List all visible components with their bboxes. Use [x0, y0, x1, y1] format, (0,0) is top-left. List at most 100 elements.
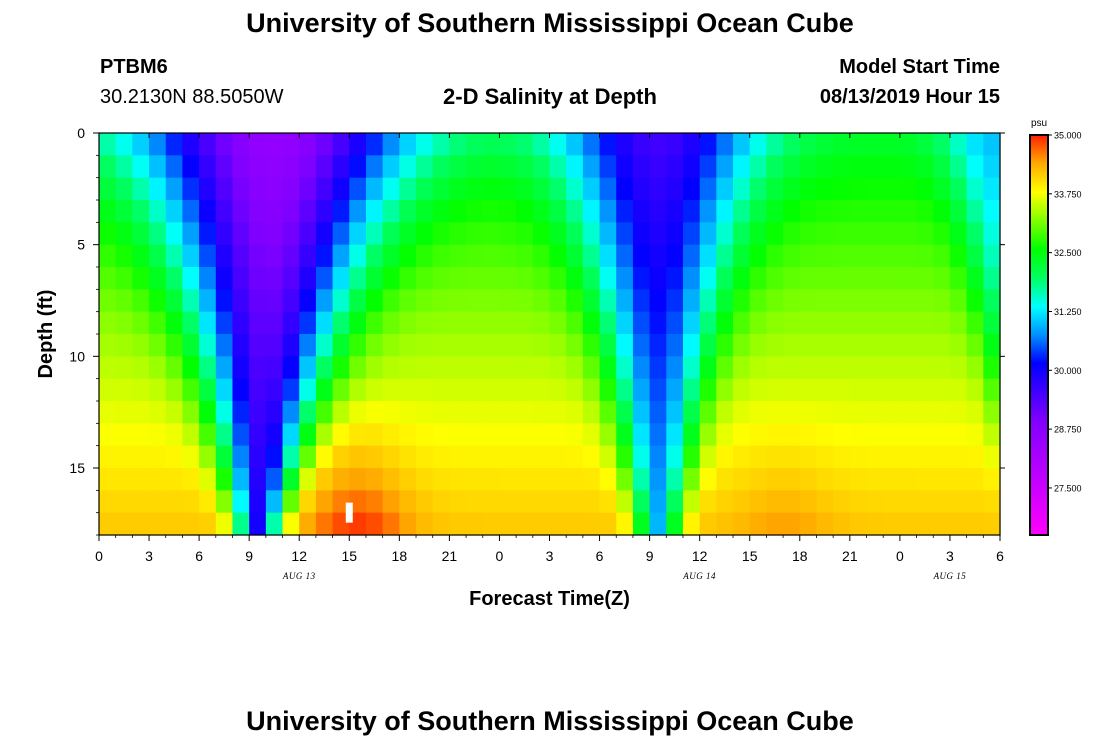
heatmap-cell [632, 468, 651, 491]
heatmap-cell [416, 267, 434, 290]
heatmap-cell [733, 490, 751, 514]
heatmap-cell [949, 267, 968, 290]
heatmap-cell [682, 512, 701, 536]
heatmap-cell [432, 133, 450, 156]
heatmap-cell [349, 133, 367, 156]
heatmap-cell [899, 222, 918, 246]
heatmap-cell [549, 490, 567, 514]
heatmap-cell [132, 512, 150, 536]
heatmap-cell [816, 267, 834, 290]
heatmap-cell [616, 200, 634, 223]
heatmap-cell [933, 222, 951, 246]
heatmap-cell [382, 155, 400, 179]
heatmap-cell [382, 222, 400, 246]
heatmap-cell [899, 155, 918, 179]
heatmap-cell [349, 445, 367, 469]
heatmap-cell [482, 244, 501, 268]
heatmap-cell [516, 512, 534, 536]
heatmap-cell [365, 155, 384, 179]
heatmap-cell [499, 133, 517, 156]
heatmap-cell [749, 311, 768, 335]
heatmap-cell [182, 200, 200, 223]
heatmap-cell [716, 490, 734, 514]
heatmap-cell [916, 334, 934, 357]
x-tick-label: 15 [341, 548, 357, 564]
heatmap-cell [516, 177, 534, 201]
heatmap-cell [566, 267, 584, 290]
heatmap-cell [716, 155, 734, 179]
heatmap-cell [599, 289, 617, 313]
heatmap-cell [816, 289, 834, 313]
heatmap-cell [599, 401, 617, 424]
heatmap-cell [649, 468, 667, 491]
heatmap-cell [699, 222, 717, 246]
heatmap-cell [232, 133, 250, 156]
heatmap-cell [566, 468, 584, 491]
heatmap-cell [933, 401, 951, 424]
heatmap-cell [632, 401, 651, 424]
heatmap-cell [466, 512, 484, 536]
heatmap-cell [616, 177, 634, 201]
heatmap-cell [249, 334, 267, 357]
heatmap-cell [833, 401, 851, 424]
heatmap-cell [499, 177, 517, 201]
heatmap-cell [766, 155, 784, 179]
heatmap-cell [416, 468, 434, 491]
heatmap-cell [365, 200, 384, 223]
heatmap-cell [499, 200, 517, 223]
heatmap-cell [215, 378, 234, 402]
heatmap-cell [349, 401, 367, 424]
heatmap-cell [332, 289, 350, 313]
heatmap-cell [482, 334, 501, 357]
heatmap-cell [299, 401, 317, 424]
heatmap-cell [382, 177, 400, 201]
heatmap-cell [582, 512, 601, 536]
heatmap-cell [566, 222, 584, 246]
heatmap-cell [949, 133, 968, 156]
heatmap-cell [199, 289, 217, 313]
heatmap-cell [466, 177, 484, 201]
heatmap-cell [716, 200, 734, 223]
heatmap-cell [482, 177, 501, 201]
heatmap-cell [349, 423, 367, 447]
heatmap-cell [632, 155, 651, 179]
heatmap-cell [282, 401, 300, 424]
heatmap-cell [365, 490, 384, 514]
heatmap-cell [766, 378, 784, 402]
heatmap-cell [315, 311, 334, 335]
heatmap-cell [966, 334, 984, 357]
heatmap-cell [315, 512, 334, 536]
heatmap-cell [349, 200, 367, 223]
heatmap-cell [165, 378, 184, 402]
heatmap-cell [232, 356, 250, 380]
heatmap-cell [599, 423, 617, 447]
heatmap-cell [149, 244, 167, 268]
heatmap-cell [215, 222, 234, 246]
heatmap-cell [432, 334, 450, 357]
heatmap-cell [682, 468, 701, 491]
heatmap-cell [849, 512, 868, 536]
heatmap-cell [983, 512, 1001, 536]
heatmap-cell [149, 334, 167, 357]
heatmap-cell [799, 177, 818, 201]
heatmap-cell [399, 423, 417, 447]
heatmap-cell [733, 155, 751, 179]
heatmap-cell [649, 222, 667, 246]
heatmap-cell [466, 378, 484, 402]
heatmap-cell [365, 222, 384, 246]
heatmap-cell [365, 356, 384, 380]
heatmap-cell [566, 378, 584, 402]
heatmap-cell [382, 334, 400, 357]
x-tick-label: 6 [596, 548, 604, 564]
heatmap-cell [182, 378, 200, 402]
heatmap-cell [299, 244, 317, 268]
heatmap-cell [282, 445, 300, 469]
heatmap-cell [799, 490, 818, 514]
heatmap-cell [399, 244, 417, 268]
heatmap-cell [649, 200, 667, 223]
heatmap-cell [315, 177, 334, 201]
heatmap-cell [883, 378, 901, 402]
heatmap-cell [616, 401, 634, 424]
heatmap-cell [766, 356, 784, 380]
heatmap-cell [265, 289, 284, 313]
